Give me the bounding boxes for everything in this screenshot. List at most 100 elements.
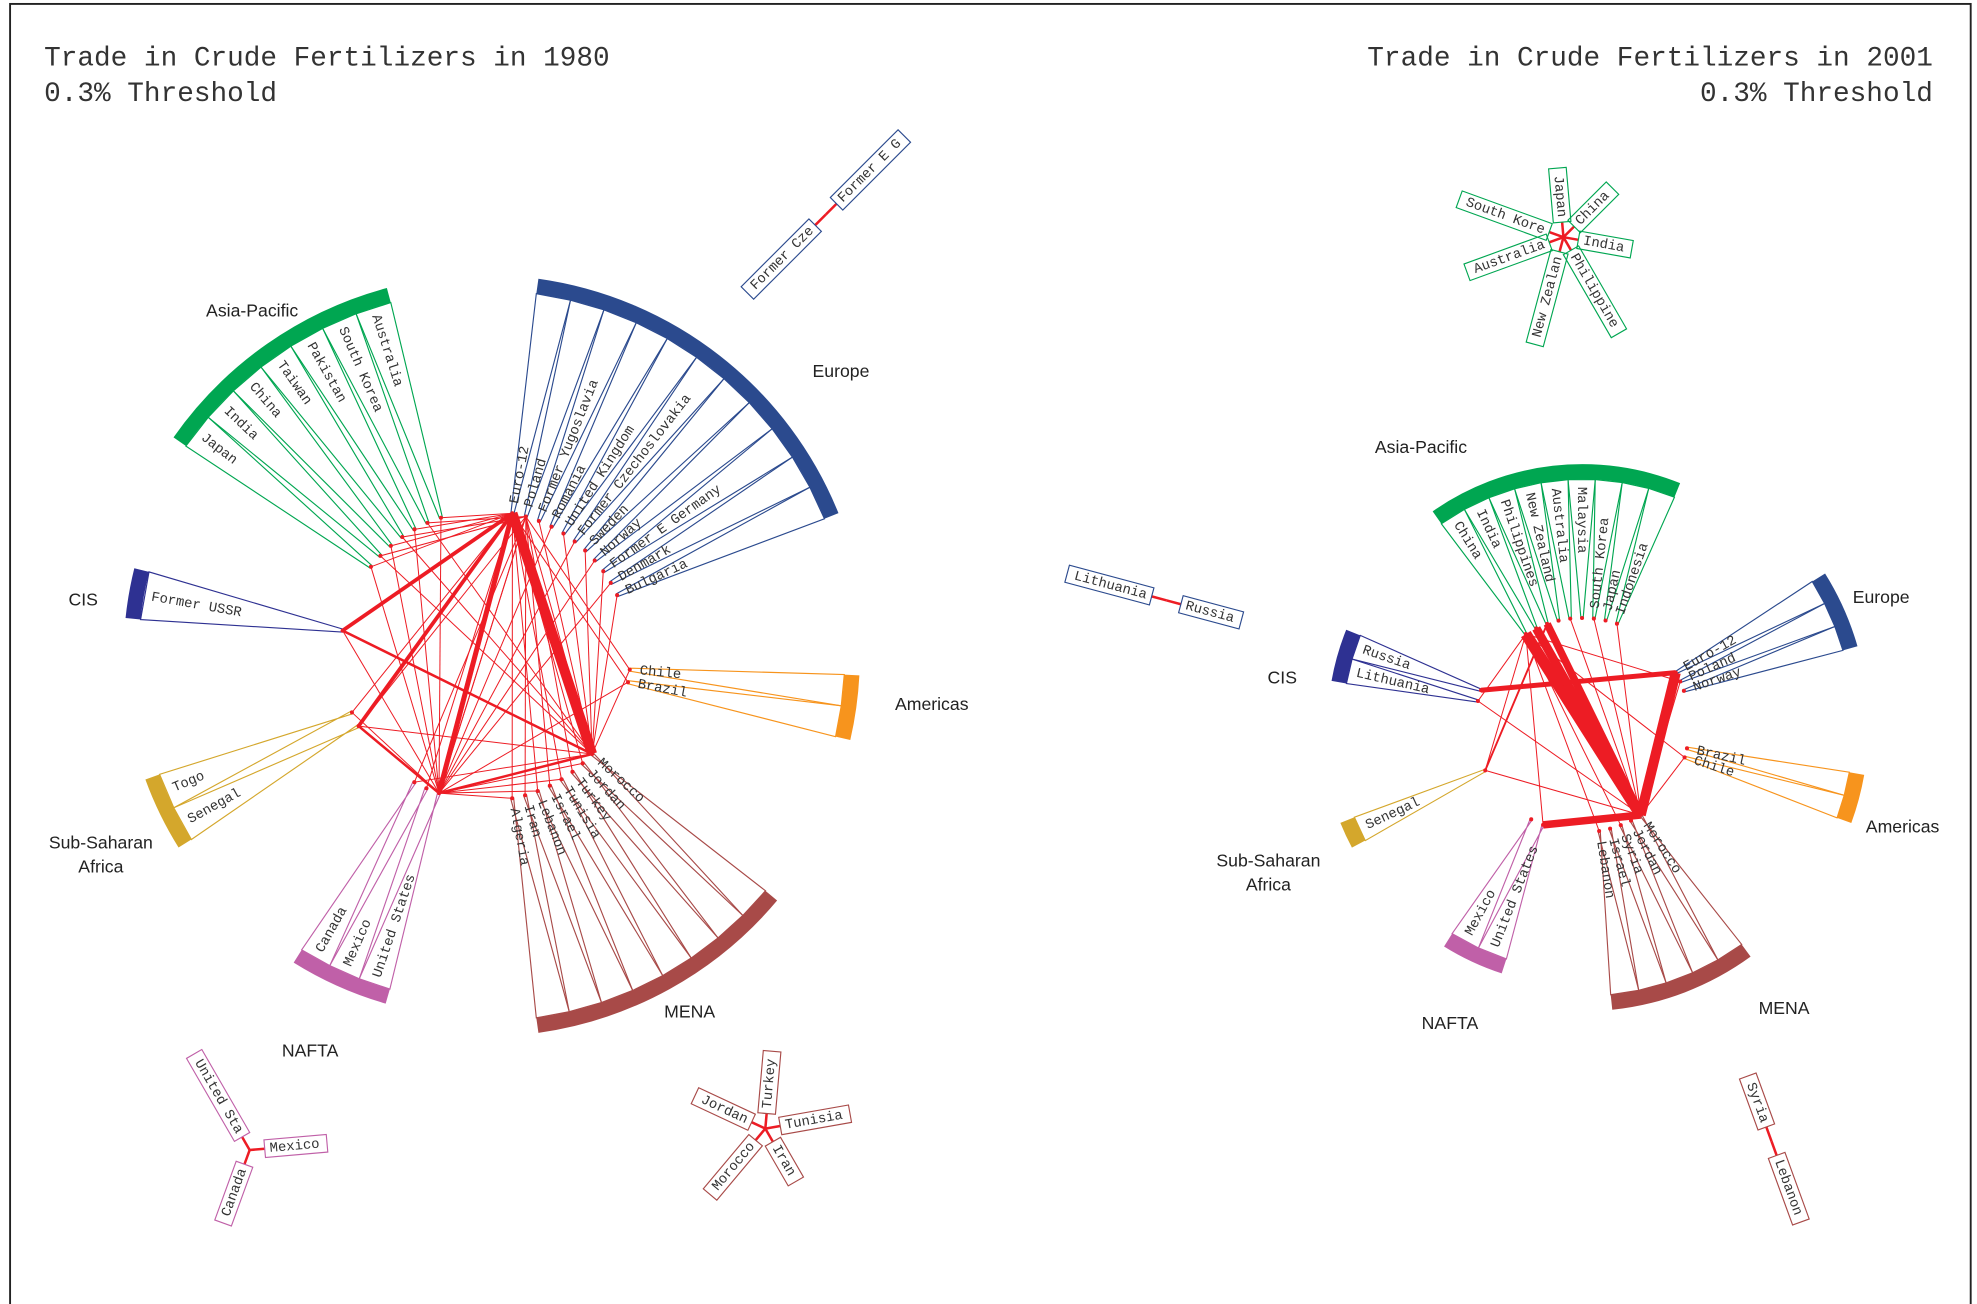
subgraph-label: Canada [219,1166,251,1218]
subgraph-link [1562,225,1576,239]
subgraph-label: China [1573,188,1614,229]
subgraph-box [1562,245,1628,339]
node-dot [1608,826,1613,831]
panel: Trade in Crude Fertilizers in 2001 0.3% T… [1064,44,1940,1226]
node-dot [1684,746,1690,751]
node-dot [1638,812,1643,818]
trade-link [1593,618,1642,816]
node-dot [601,569,606,574]
region-label: Americas [1865,815,1940,836]
node-dot [1545,621,1550,626]
trade-link [413,529,440,794]
country-label: Chile [639,663,682,683]
subgraph-label: Former E G [835,136,905,206]
region-label: CIS [1267,666,1297,687]
region-label: Asia-Pacific [1374,435,1468,456]
country-label: China [245,380,284,422]
subgraph-link [1151,595,1167,602]
region-label-box: CIS [1267,666,1297,687]
region-label: NAFTA [281,1039,339,1060]
trade-link [1635,671,1681,817]
region-label: NAFTA [1421,1011,1479,1033]
trade-link [1477,700,1642,816]
node-dot [436,791,442,796]
trade-link [591,595,618,755]
subgraph-box [1455,190,1553,242]
subgraph-node: Former E G [824,128,912,216]
node-dot [368,564,373,569]
trade-link [440,512,513,519]
country-label: Mexico [341,917,376,969]
node-dot [1475,699,1480,704]
trade-link [439,790,538,794]
region-label-box: Sub-Saharan Africa [1216,850,1320,894]
subgraph-label: New Zealan [1530,255,1567,339]
node-dot [388,543,393,548]
subgraph-link [1770,1140,1778,1156]
subgraph-label: Jordan [698,1092,750,1128]
subgraph-node: India [1563,230,1634,259]
node-dot [1534,626,1539,631]
subgraph: Turkey Jordan Tunisia Morocco Iran [690,1049,853,1201]
subgraph-link [1548,235,1564,244]
subgraph-link [1165,599,1182,606]
node-dot [425,520,430,525]
node-dot [1541,822,1546,827]
subgraph-label: Former Cze [748,224,818,294]
node-dot [412,780,417,785]
subgraph-box [740,218,823,300]
subgraph-label: United Sta [190,1057,245,1137]
subgraph-box [757,1049,782,1115]
subgraph-label: Morocco [709,1139,759,1194]
region-label: Asia-Pacific [206,299,299,320]
node-dot [1529,817,1534,822]
node-dot [536,518,541,524]
subgraph-box [185,1048,251,1143]
title: Trade in Crude Fertilizers in 2001 [1367,44,1933,75]
node-dot [1591,616,1596,621]
subgraph-link [764,1127,774,1143]
subgraph-link [1562,236,1573,251]
trade-link [591,669,631,755]
subgraph-link [764,1113,768,1129]
trade-link [414,512,513,530]
subgraph-link [751,1121,766,1130]
subgraph-label: Philippine [1566,251,1621,331]
region-label-box: CIS [68,588,97,608]
subgraph-link [824,202,838,216]
trade-link [342,630,440,794]
trade-link [438,560,596,794]
country-label: Former USSR [150,590,243,622]
node-dot [590,751,595,756]
subgraph-label: Lebanon [1770,1158,1805,1218]
trade-link [358,725,593,755]
subgraph-link [1563,235,1579,242]
subgraph-link [754,1127,767,1141]
node-dot [549,524,554,529]
region-band [1340,817,1366,848]
country-label: India [220,404,261,444]
country-label: Senegal [185,786,244,828]
node-dot [1682,755,1687,760]
trade-link [438,778,562,794]
subgraph-node: Mexico [249,1133,329,1159]
subgraph-node: Iran [764,1127,805,1187]
region-band [1610,944,1751,1010]
subgraph-link [240,1136,251,1151]
node-dot [547,783,552,788]
node-dot [1678,679,1683,684]
trade-link [438,792,513,799]
trade-link [1485,769,1641,816]
node-dot [378,553,383,558]
trade-link [591,571,604,755]
region-band [1812,573,1858,651]
subgraph-link [1558,236,1565,253]
node-dot [1568,616,1573,621]
region-band [125,568,150,620]
